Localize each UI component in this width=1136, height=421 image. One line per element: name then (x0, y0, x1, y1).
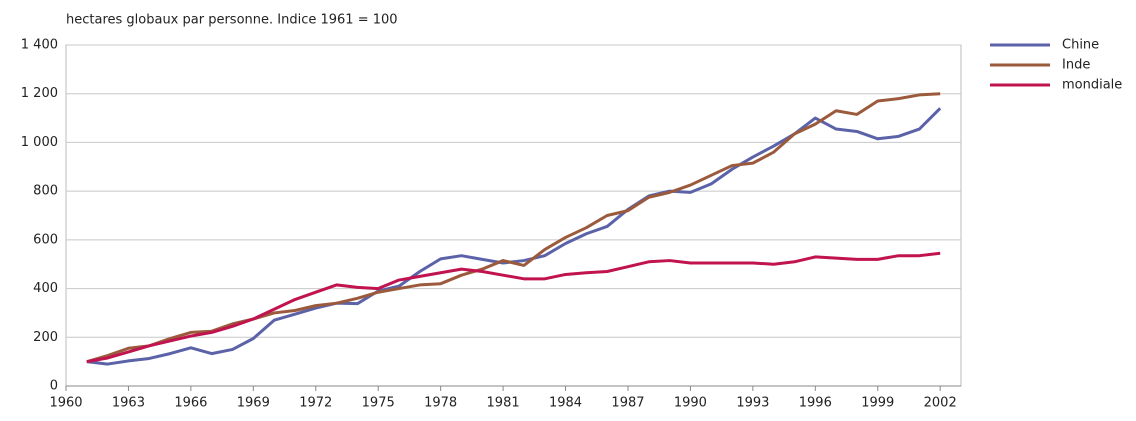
y-tick-label: 400 (33, 281, 58, 296)
x-tick-label: 1984 (549, 396, 582, 411)
y-axis-label: hectares globaux par personne. Indice 19… (66, 13, 398, 28)
x-tick-label: 1981 (487, 396, 520, 411)
legend-label: mondiale (1062, 78, 1122, 93)
x-tick-label: 1975 (362, 396, 395, 411)
y-tick-label: 1 000 (21, 135, 58, 150)
x-tick-label: 1960 (49, 396, 82, 411)
y-tick-label: 0 (50, 379, 58, 394)
y-tick-label: 1 200 (21, 86, 58, 101)
series-line (86, 92, 941, 364)
series-line (86, 251, 941, 364)
y-tick-label: 200 (33, 330, 58, 345)
x-tick-label: 1978 (424, 396, 457, 411)
x-tick-label: 1972 (299, 396, 332, 411)
legend-label: Chine (1062, 38, 1099, 53)
series-line (86, 107, 942, 366)
x-tick-label: 1963 (112, 396, 145, 411)
x-tick-label: 2002 (924, 396, 957, 411)
x-tick-label: 1987 (611, 396, 644, 411)
x-tick-label: 1990 (674, 396, 707, 411)
x-tick-label: 1999 (861, 396, 894, 411)
y-tick-label: 1 400 (21, 38, 58, 53)
x-tick-label: 1996 (799, 396, 832, 411)
y-tick-label: 600 (33, 232, 58, 247)
legend-label: Inde (1062, 58, 1090, 73)
x-tick-label: 1966 (174, 396, 207, 411)
y-tick-label: 800 (33, 184, 58, 199)
x-tick-label: 1969 (237, 396, 270, 411)
x-tick-label: 1993 (736, 396, 769, 411)
